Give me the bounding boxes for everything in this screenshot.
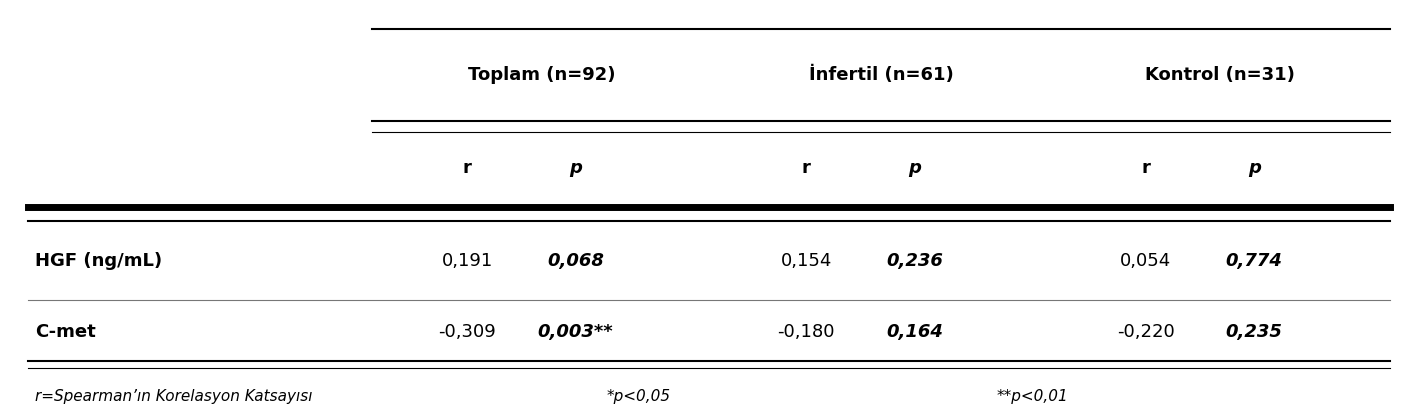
Text: -0,220: -0,220 — [1116, 323, 1175, 341]
Text: p: p — [1248, 159, 1261, 177]
Text: **p<0,01: **p<0,01 — [995, 389, 1068, 404]
Text: 0,068: 0,068 — [548, 252, 604, 270]
Text: Toplam (n=92): Toplam (n=92) — [468, 66, 615, 84]
Text: 0,191: 0,191 — [441, 252, 493, 270]
Text: 0,054: 0,054 — [1120, 252, 1171, 270]
Text: İnfertil (n=61): İnfertil (n=61) — [809, 66, 953, 84]
Text: r=Spearman’ın Korelasyon Katsayısı: r=Spearman’ın Korelasyon Katsayısı — [35, 389, 313, 404]
Text: 0,164: 0,164 — [886, 323, 943, 341]
Text: r: r — [802, 159, 810, 177]
Text: -0,180: -0,180 — [778, 323, 835, 341]
Text: *p<0,05: *p<0,05 — [607, 389, 671, 404]
Text: HGF (ng/mL): HGF (ng/mL) — [35, 252, 163, 270]
Text: p: p — [569, 159, 583, 177]
Text: 0,003**: 0,003** — [538, 323, 614, 341]
Text: r: r — [463, 159, 472, 177]
Text: 0,154: 0,154 — [781, 252, 833, 270]
Text: 0,235: 0,235 — [1226, 323, 1283, 341]
Text: r: r — [1141, 159, 1150, 177]
Text: 0,236: 0,236 — [886, 252, 943, 270]
Text: p: p — [908, 159, 921, 177]
Text: Kontrol (n=31): Kontrol (n=31) — [1146, 66, 1296, 84]
Text: 0,774: 0,774 — [1226, 252, 1283, 270]
Text: -0,309: -0,309 — [438, 323, 496, 341]
Text: C-met: C-met — [35, 323, 95, 341]
